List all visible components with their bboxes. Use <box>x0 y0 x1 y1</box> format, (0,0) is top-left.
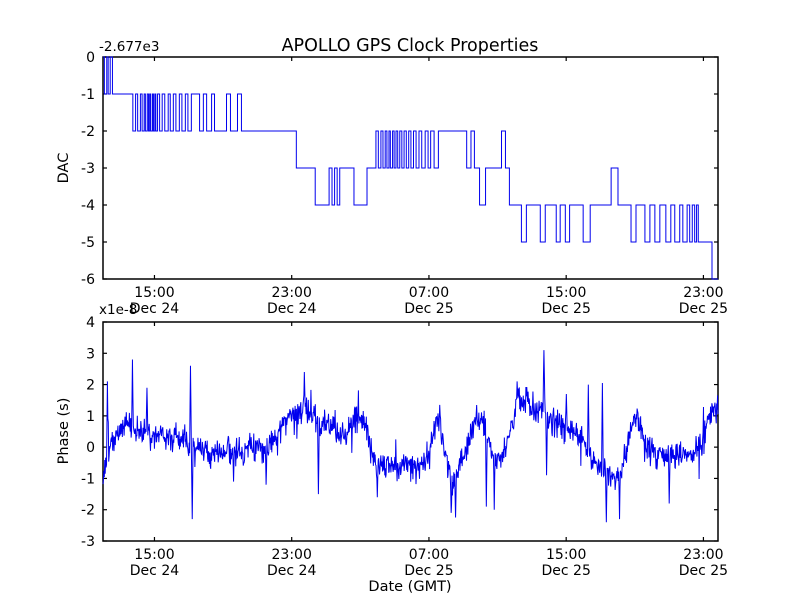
y-tick-label: -5 <box>81 235 95 251</box>
x-tick-date-label: Dec 25 <box>542 301 591 317</box>
y-tick-label: -6 <box>81 272 95 288</box>
x-tick-time-label: 23:00 <box>272 547 312 563</box>
y-tick-label: 1 <box>86 409 95 425</box>
x-tick-time-label: 23:00 <box>683 547 723 563</box>
x-tick-date-label: Dec 24 <box>130 301 179 317</box>
phase-axis-label: Phase (s) <box>56 398 72 465</box>
dac-offset-text: -2.677e3 <box>99 39 159 55</box>
y-tick-label: -1 <box>81 87 95 103</box>
x-tick-time-label: 23:00 <box>683 285 723 301</box>
x-tick-date-label: Dec 25 <box>404 301 453 317</box>
x-tick-date-label: Dec 25 <box>404 563 453 579</box>
y-tick-label: 3 <box>86 346 95 362</box>
x-tick-date-label: Dec 24 <box>267 563 316 579</box>
y-tick-label: 4 <box>86 315 95 331</box>
x-tick-time-label: 15:00 <box>546 547 586 563</box>
dac-step-line <box>103 56 718 280</box>
y-tick-label: -4 <box>81 198 95 214</box>
y-tick-label: 0 <box>86 50 95 66</box>
x-tick-date-label: Dec 24 <box>267 301 316 317</box>
x-tick-date-label: Dec 25 <box>679 301 728 317</box>
y-tick-label: -2 <box>81 503 95 519</box>
y-tick-label: -1 <box>81 471 95 487</box>
phase-offset-text: x1e-8 <box>99 302 137 318</box>
x-tick-date-label: Dec 25 <box>542 563 591 579</box>
x-tick-time-label: 15:00 <box>134 547 174 563</box>
x-tick-time-label: 15:00 <box>546 285 586 301</box>
x-axis-label: Date (GMT) <box>368 579 451 595</box>
y-tick-label: 2 <box>86 378 95 394</box>
phase-noise-line <box>102 350 719 523</box>
chart-title: APOLLO GPS Clock Properties <box>282 36 539 56</box>
x-tick-time-label: 07:00 <box>409 547 449 563</box>
y-tick-label: -3 <box>81 161 95 177</box>
x-tick-time-label: 23:00 <box>272 285 312 301</box>
y-tick-label: -2 <box>81 124 95 140</box>
x-tick-date-label: Dec 25 <box>679 563 728 579</box>
y-tick-label: 0 <box>86 440 95 456</box>
x-tick-date-label: Dec 24 <box>130 563 179 579</box>
x-tick-time-label: 07:00 <box>409 285 449 301</box>
x-tick-time-label: 15:00 <box>134 285 174 301</box>
y-tick-label: -3 <box>81 534 95 550</box>
dac-axis-label: DAC <box>56 153 72 184</box>
axes-frame <box>102 321 719 542</box>
